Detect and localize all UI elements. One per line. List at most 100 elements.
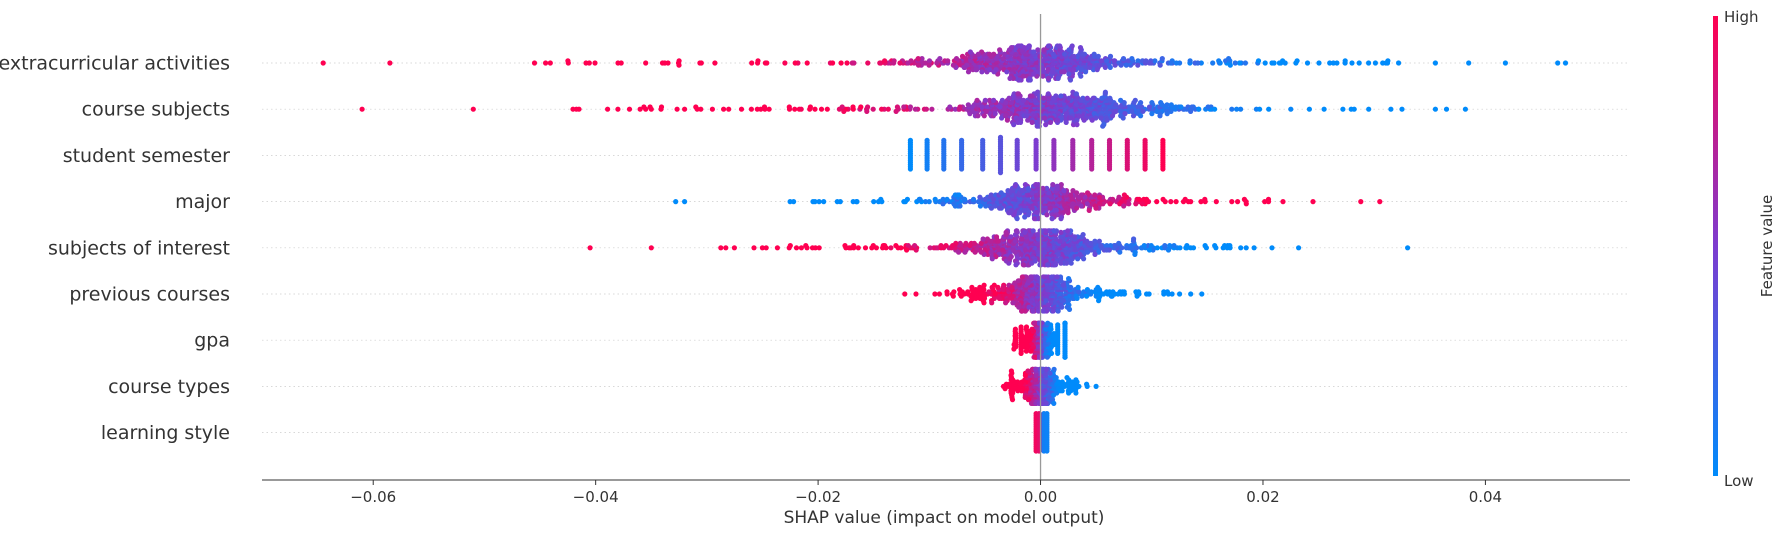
point-previous-courses (1044, 308, 1050, 314)
point-previous-courses (1039, 278, 1045, 284)
point-subjects-of-interest (1012, 249, 1018, 255)
point-course-subjects (901, 104, 907, 110)
point-extracurricular-activities (962, 64, 968, 70)
point-course-subjects (761, 104, 768, 110)
point-extracurricular-activities (1045, 75, 1051, 81)
point-extracurricular-activities (937, 56, 943, 62)
point-previous-courses (1003, 300, 1009, 306)
point-student-semester (1051, 166, 1057, 172)
point-extracurricular-activities (1356, 60, 1362, 66)
point-previous-courses (1108, 293, 1114, 299)
point-previous-courses (951, 289, 957, 295)
point-subjects-of-interest (1058, 229, 1064, 235)
point-course-subjects (1462, 106, 1468, 112)
point-course-subjects (674, 106, 680, 112)
point-course-subjects (1257, 106, 1263, 112)
point-extracurricular-activities (1366, 60, 1372, 66)
feature-label-course-subjects: course subjects (82, 99, 230, 121)
point-course-subjects (979, 104, 985, 110)
point-major (1084, 201, 1090, 207)
point-subjects-of-interest (1058, 260, 1064, 266)
point-course-types (1019, 388, 1025, 394)
point-extracurricular-activities (877, 60, 883, 66)
point-course-subjects (974, 97, 980, 103)
point-course-types (1033, 366, 1039, 372)
point-subjects-of-interest (1012, 238, 1018, 244)
point-course-subjects (1089, 117, 1095, 123)
point-extracurricular-activities (1385, 58, 1391, 64)
point-previous-courses (1060, 298, 1067, 304)
point-major (997, 205, 1003, 211)
point-subjects-of-interest (1003, 229, 1009, 235)
point-major (982, 196, 988, 202)
point-extracurricular-activities (792, 60, 798, 66)
point-extracurricular-activities (1071, 67, 1077, 73)
point-course-subjects (658, 104, 665, 110)
point-subjects-of-interest (1075, 256, 1081, 262)
point-gpa (1019, 333, 1025, 339)
point-subjects-of-interest (1052, 262, 1059, 268)
point-major (1044, 185, 1050, 191)
point-major (1078, 192, 1084, 198)
point-previous-courses (1050, 308, 1056, 314)
point-gpa (1031, 320, 1038, 326)
point-subjects-of-interest (648, 245, 654, 251)
point-course-subjects (967, 111, 973, 117)
point-extracurricular-activities (934, 60, 940, 66)
point-major (1121, 192, 1127, 198)
point-previous-courses (1023, 274, 1029, 280)
point-course-subjects (1432, 106, 1438, 112)
point-extracurricular-activities (1111, 58, 1117, 64)
point-extracurricular-activities (991, 69, 997, 75)
point-course-subjects (1058, 93, 1064, 99)
point-major (1116, 194, 1122, 200)
point-subjects-of-interest (1251, 245, 1257, 251)
point-course-subjects (807, 104, 814, 110)
point-extracurricular-activities (851, 60, 857, 66)
point-previous-courses (1009, 284, 1015, 290)
point-course-subjects (1212, 106, 1218, 112)
point-extracurricular-activities (1066, 71, 1072, 77)
point-gpa (1055, 322, 1061, 328)
point-course-subjects (1008, 100, 1015, 106)
point-extracurricular-activities (1210, 60, 1216, 66)
point-extracurricular-activities (1135, 62, 1141, 68)
point-course-subjects (975, 113, 981, 119)
point-course-subjects (1178, 104, 1184, 110)
point-major (1068, 192, 1074, 198)
point-major (1047, 205, 1053, 211)
point-course-subjects (615, 106, 621, 112)
point-subjects-of-interest (913, 247, 919, 253)
point-extracurricular-activities (1080, 51, 1086, 57)
point-previous-courses (1030, 308, 1036, 314)
feature-label-course-types: course types (108, 376, 230, 398)
point-previous-courses (944, 289, 950, 295)
point-previous-courses (1046, 278, 1052, 284)
point-subjects-of-interest (1043, 228, 1049, 234)
point-extracurricular-activities (1157, 62, 1163, 68)
point-course-subjects (812, 106, 818, 112)
point-extracurricular-activities (1083, 69, 1089, 75)
point-extracurricular-activities (1327, 60, 1333, 66)
point-course-subjects (1306, 106, 1312, 112)
point-course-subjects (1234, 106, 1240, 112)
feature-label-extracurricular-activities: extracurricular activities (0, 53, 230, 75)
point-course-subjects (870, 106, 876, 112)
point-subjects-of-interest (1045, 262, 1051, 268)
point-course-subjects (1149, 111, 1155, 117)
point-course-subjects (1366, 106, 1372, 112)
point-major (1280, 199, 1286, 205)
point-major (1012, 183, 1018, 189)
point-major (1136, 196, 1142, 202)
point-subjects-of-interest (988, 238, 994, 244)
point-course-subjects (1025, 117, 1031, 123)
point-extracurricular-activities (1294, 58, 1300, 64)
point-major (1117, 201, 1123, 207)
point-extracurricular-activities (1112, 62, 1118, 68)
point-major (977, 194, 983, 200)
point-previous-courses (977, 284, 983, 290)
point-course-subjects (879, 106, 885, 112)
point-subjects-of-interest (971, 240, 977, 246)
point-previous-courses (1009, 295, 1015, 301)
point-course-subjects (1168, 102, 1174, 108)
